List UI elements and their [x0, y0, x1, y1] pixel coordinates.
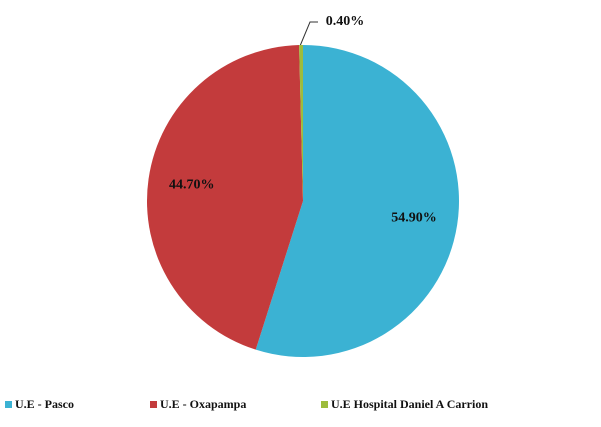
leader-line: [299, 21, 318, 47]
pie-slice: [147, 45, 303, 350]
legend-swatch: [150, 401, 157, 408]
data-label: 44.70%: [169, 177, 215, 192]
legend-swatch: [321, 401, 328, 408]
legend-swatch: [5, 401, 12, 408]
legend-label: U.E - Oxapampa: [160, 397, 246, 411]
data-label: 0.40%: [326, 14, 365, 29]
pie-slice: [255, 45, 460, 357]
legend-label: U.E - Pasco: [15, 397, 74, 411]
data-label: 54.90%: [391, 210, 437, 225]
legend-label: U.E Hospital Daniel A Carrion: [331, 397, 488, 411]
pie-slice: [299, 45, 303, 201]
